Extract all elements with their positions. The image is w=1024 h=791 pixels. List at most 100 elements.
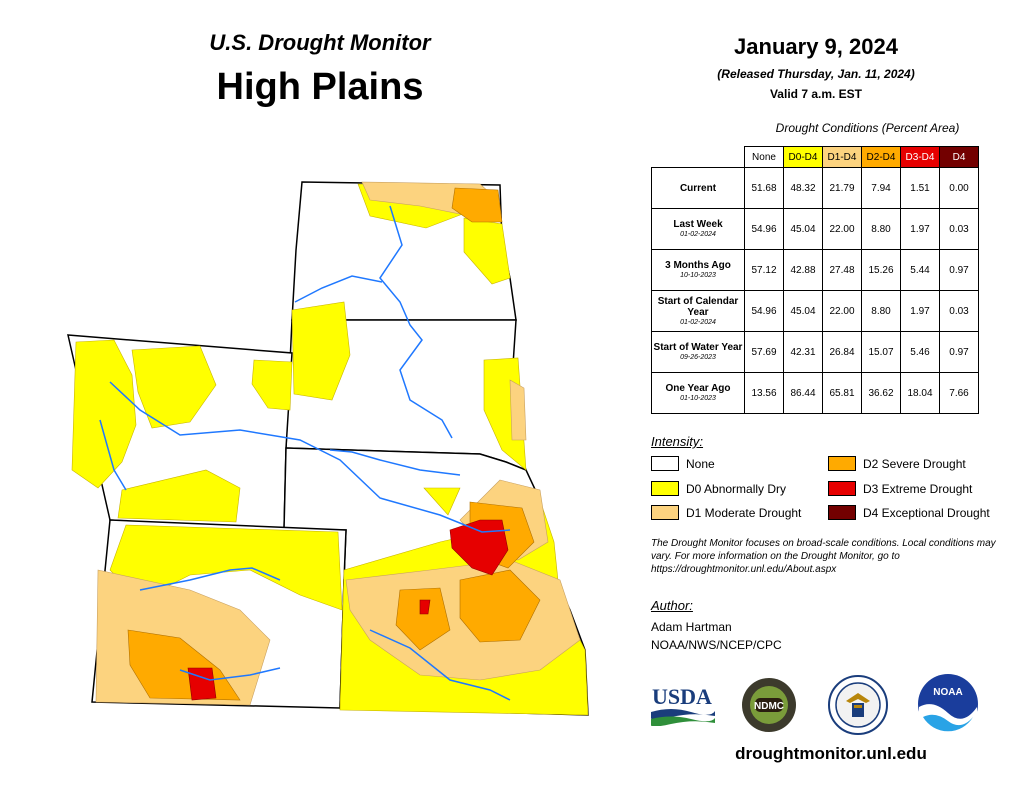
usda-logo-text: USDA — [652, 684, 712, 709]
table-cell: 57.12 — [744, 249, 784, 291]
legend-swatch — [828, 481, 856, 496]
table-row: Last Week 01-02-2024 54.96 45.04 22.00 8.… — [651, 208, 979, 250]
table-cell: 21.79 — [822, 167, 862, 209]
row-date: 01-02-2024 — [680, 231, 716, 238]
table-row: 3 Months Ago 10-10-2023 57.12 42.88 27.48… — [651, 249, 979, 291]
legend-label: D4 Exceptional Drought — [863, 505, 990, 520]
table-cell: 0.03 — [939, 208, 979, 250]
table-cell: 15.07 — [861, 331, 901, 373]
column-header: D0-D4 — [783, 146, 823, 168]
usda-seal-logo — [828, 675, 888, 735]
legend-heading: Intensity: — [651, 434, 704, 449]
table-cell: 48.32 — [783, 167, 823, 209]
row-label: Start of Calendar Year 01-02-2024 — [651, 290, 745, 332]
column-header: D2-D4 — [861, 146, 901, 168]
row-date: 01-10-2023 — [680, 395, 716, 402]
table-row: Current 51.68 48.32 21.79 7.94 1.51 0.00 — [651, 167, 979, 209]
table-cell: 1.51 — [900, 167, 940, 209]
table-cell: 1.97 — [900, 208, 940, 250]
table-caption: Drought Conditions (Percent Area) — [775, 121, 960, 135]
row-date: 01-02-2024 — [680, 318, 716, 326]
legend-label: D3 Extreme Drought — [863, 481, 973, 496]
row-date: 10-10-2023 — [680, 272, 716, 279]
legend-item: D3 Extreme Drought — [828, 481, 972, 496]
noaa-logo-text: NOAA — [933, 687, 962, 698]
legend-item: None — [651, 456, 715, 471]
table-cell: 0.00 — [939, 167, 979, 209]
table-corner — [651, 146, 745, 168]
table-cell: 5.44 — [900, 249, 940, 291]
table-cell: 45.04 — [783, 208, 823, 250]
row-label-text: One Year Ago — [665, 383, 731, 394]
table-cell: 22.00 — [822, 208, 862, 250]
drought-map — [67, 181, 589, 716]
release-date: (Released Thursday, Jan. 11, 2024) — [717, 67, 915, 81]
row-label: Last Week 01-02-2024 — [651, 208, 745, 250]
legend-item: D0 Abnormally Dry — [651, 481, 786, 496]
table-row: One Year Ago 01-10-2023 13.56 86.44 65.81… — [651, 372, 979, 414]
author-block: Adam Hartman NOAA/NWS/NCEP/CPC — [651, 618, 782, 654]
drought-map-d3 — [187, 519, 509, 701]
legend-label: None — [686, 456, 715, 471]
table-header-row: None D0-D4 D1-D4 D2-D4 D3-D4 D4 — [651, 146, 979, 168]
row-label: One Year Ago 01-10-2023 — [651, 372, 745, 414]
table-cell: 8.80 — [861, 290, 901, 332]
map-subtitle: U.S. Drought Monitor — [209, 30, 431, 55]
legend-label: D1 Moderate Drought — [686, 505, 802, 520]
table-cell: 65.81 — [822, 372, 862, 414]
column-header: D4 — [939, 146, 979, 168]
table-cell: 54.96 — [744, 208, 784, 250]
table-cell: 27.48 — [822, 249, 862, 291]
column-header: None — [744, 146, 784, 168]
row-label-text: Last Week — [673, 219, 723, 230]
author-org: NOAA/NWS/NCEP/CPC — [651, 638, 782, 652]
table-cell: 0.97 — [939, 249, 979, 291]
disclaimer-note: The Drought Monitor focuses on broad-sca… — [651, 538, 996, 575]
usda-logo: USDA — [651, 684, 715, 726]
drought-map-rivers — [99, 205, 511, 701]
row-label: Current — [651, 167, 745, 209]
table-cell: 54.96 — [744, 290, 784, 332]
state-north-dakota — [291, 181, 517, 321]
table-cell: 22.00 — [822, 290, 862, 332]
table-row: Start of Calendar Year 01-02-2024 54.96 4… — [651, 290, 979, 332]
legend-swatch — [651, 481, 679, 496]
legend-item: D4 Exceptional Drought — [828, 505, 990, 520]
drought-conditions-table: None D0-D4 D1-D4 D2-D4 D3-D4 D4 Current … — [651, 146, 979, 414]
table-cell: 42.88 — [783, 249, 823, 291]
legend-label: D2 Severe Drought — [863, 456, 966, 471]
row-date: 09-26-2023 — [680, 354, 716, 361]
legend-item: D2 Severe Drought — [828, 456, 966, 471]
table-cell: 13.56 — [744, 372, 784, 414]
website-link[interactable]: droughtmonitor.unl.edu — [735, 744, 927, 763]
table-cell: 7.94 — [861, 167, 901, 209]
author-name: Adam Hartman — [651, 620, 732, 634]
row-label-text: 3 Months Ago — [665, 260, 731, 271]
table-cell: 0.03 — [939, 290, 979, 332]
table-cell: 26.84 — [822, 331, 862, 373]
legend-item: D1 Moderate Drought — [651, 505, 801, 520]
table-cell: 57.69 — [744, 331, 784, 373]
table-cell: 86.44 — [783, 372, 823, 414]
table-cell: 15.26 — [861, 249, 901, 291]
table-cell: 42.31 — [783, 331, 823, 373]
ndmc-logo-text: NDMC — [754, 701, 784, 712]
row-label-text: Start of Water Year — [653, 342, 743, 353]
table-cell: 1.97 — [900, 290, 940, 332]
table-cell: 18.04 — [900, 372, 940, 414]
map-title: High Plains — [216, 66, 424, 108]
row-label: 3 Months Ago 10-10-2023 — [651, 249, 745, 291]
legend-swatch — [651, 456, 679, 471]
legend-label: D0 Abnormally Dry — [686, 481, 787, 496]
legend-swatch — [828, 505, 856, 520]
table-cell: 8.80 — [861, 208, 901, 250]
table-cell: 45.04 — [783, 290, 823, 332]
noaa-logo: NOAA — [918, 674, 978, 735]
table-cell: 36.62 — [861, 372, 901, 414]
map-date: January 9, 2024 — [734, 34, 898, 59]
table-cell: 51.68 — [744, 167, 784, 209]
valid-time: Valid 7 a.m. EST — [769, 87, 863, 101]
table-row: Start of Water Year 09-26-2023 57.69 42.3… — [651, 331, 979, 373]
table-cell: 7.66 — [939, 372, 979, 414]
row-label-text: Current — [679, 182, 717, 194]
